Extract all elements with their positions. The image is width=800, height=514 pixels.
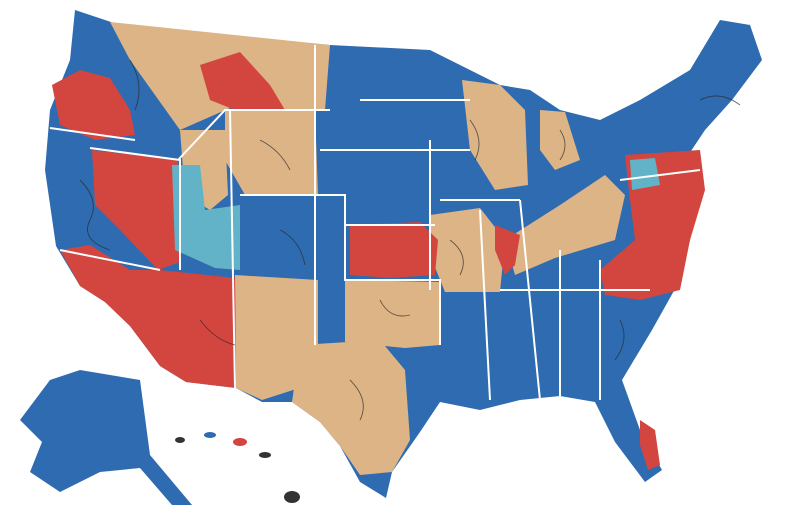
region xyxy=(630,158,660,190)
hawaii xyxy=(175,432,300,503)
island xyxy=(204,432,216,438)
island xyxy=(284,491,300,503)
red-regions xyxy=(52,52,705,470)
alaska xyxy=(20,370,192,505)
region xyxy=(540,110,580,170)
state-borders xyxy=(49,45,701,401)
teal-regions xyxy=(172,158,660,270)
region xyxy=(495,225,520,275)
region xyxy=(505,175,625,275)
region xyxy=(292,340,410,475)
border xyxy=(49,45,701,401)
region xyxy=(640,420,660,470)
island xyxy=(175,437,185,443)
tan-regions xyxy=(110,22,625,475)
region xyxy=(92,150,180,270)
region xyxy=(350,222,438,278)
rivers xyxy=(79,59,741,421)
region xyxy=(462,80,528,190)
island xyxy=(259,452,271,458)
region xyxy=(200,52,285,110)
region xyxy=(172,165,240,270)
region xyxy=(600,150,705,300)
region xyxy=(52,70,135,140)
region xyxy=(60,245,236,388)
region xyxy=(225,110,318,195)
region xyxy=(430,208,505,292)
island xyxy=(233,438,247,446)
